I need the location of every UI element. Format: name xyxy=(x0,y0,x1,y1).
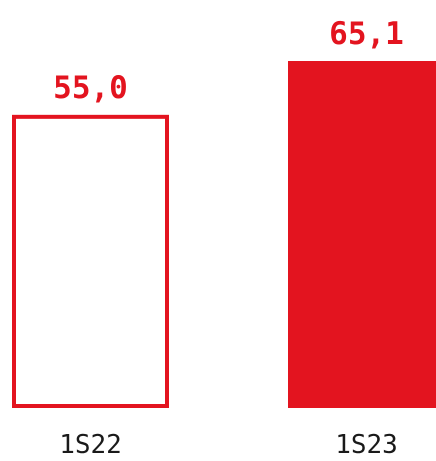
category-label-1s22: 1S22 xyxy=(59,430,122,460)
bars-group xyxy=(12,61,436,409)
bar-1s23 xyxy=(288,61,436,408)
value-labels-group: 55,0 65,1 xyxy=(53,16,404,106)
bar-1s22 xyxy=(12,114,169,409)
value-label-1s22: 55,0 xyxy=(53,70,128,106)
category-label-1s23: 1S23 xyxy=(335,430,398,460)
category-labels-group: 1S22 1S23 xyxy=(59,430,398,460)
value-label-1s23: 65,1 xyxy=(329,16,404,52)
